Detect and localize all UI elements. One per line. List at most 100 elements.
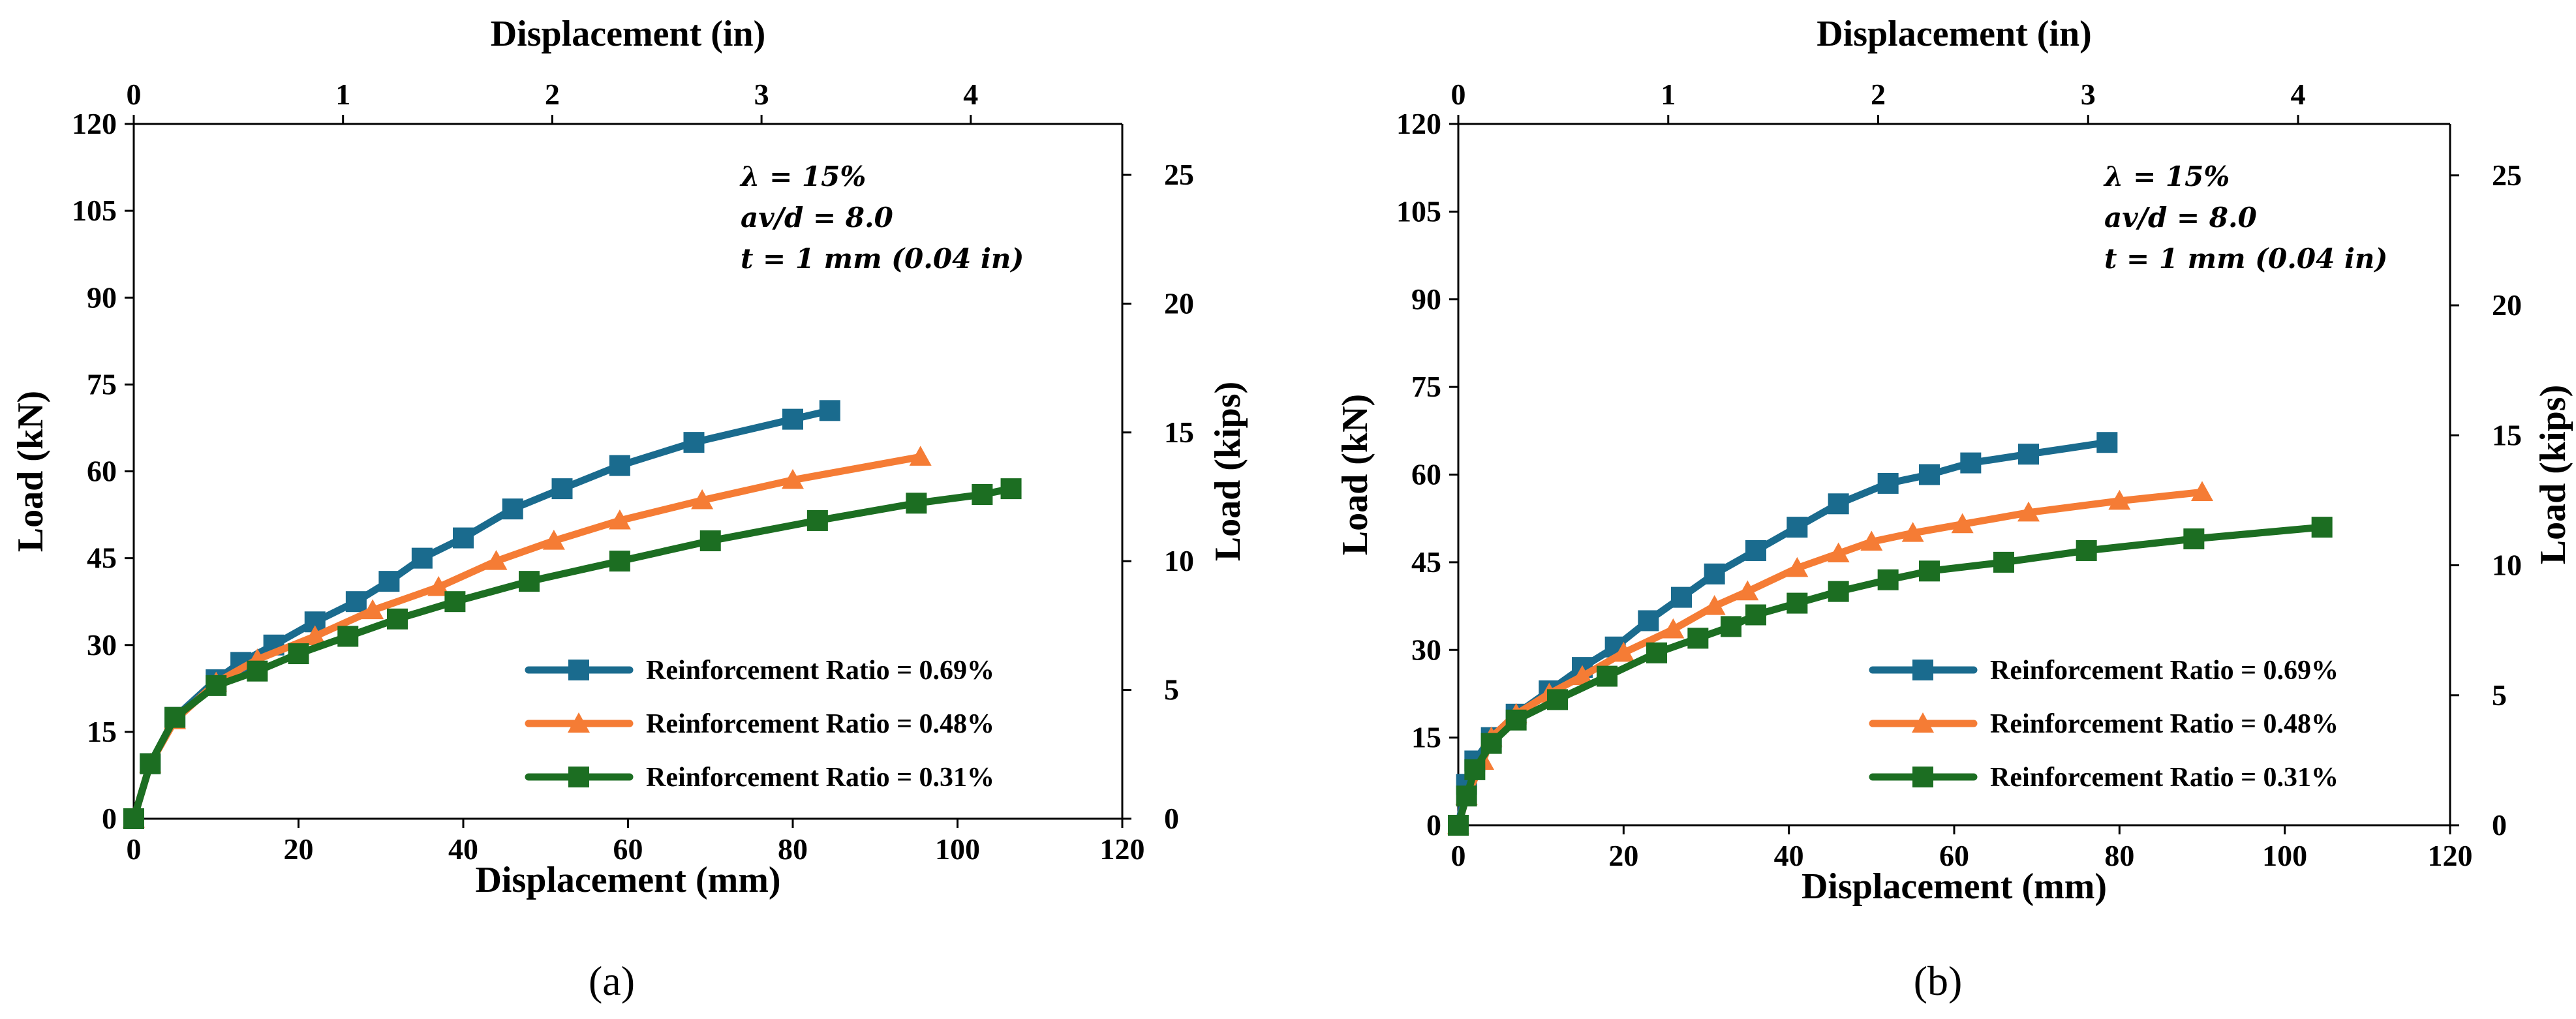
y2-tick-label: 15 <box>2492 418 2522 451</box>
data-point-marker <box>1704 563 1725 585</box>
data-point-marker <box>387 608 408 630</box>
data-point-marker <box>1612 641 1635 662</box>
y-tick-label: 105 <box>72 194 117 227</box>
legend-label: Reinforcement Ratio = 0.69% <box>1990 656 2338 686</box>
annotation-lambda: λ = 15% <box>739 160 866 192</box>
y-axis-label: Load (kN) <box>1335 394 1375 555</box>
parameter-annotation: λ = 15% av/d = 8.0 t = 1 mm (0.04 in) <box>739 160 1024 275</box>
data-point-marker <box>303 625 326 646</box>
legend-label: Reinforcement Ratio = 0.31% <box>646 763 994 793</box>
x-tick-label: 0 <box>1451 839 1466 872</box>
data-point-marker <box>1721 616 1741 637</box>
x-tick-label: 40 <box>448 832 478 866</box>
data-point-marker <box>782 468 804 489</box>
annotation-thickness: t = 1 mm (0.04 in) <box>2104 243 2387 275</box>
data-point-marker <box>782 408 803 430</box>
data-point-marker <box>1505 709 1527 731</box>
data-point-marker <box>819 400 840 421</box>
data-point-marker <box>1480 733 1502 754</box>
legend: Reinforcement Ratio = 0.69% Reinforcement… <box>1869 656 2338 793</box>
y-tick-label: 45 <box>87 541 117 575</box>
x-tick-label: 80 <box>778 832 808 866</box>
legend-label: Reinforcement Ratio = 0.31% <box>1990 763 2338 793</box>
data-point-marker <box>691 489 714 509</box>
data-point-marker <box>609 551 630 572</box>
legend-swatch-marker <box>1912 712 1934 733</box>
data-point-marker <box>2096 432 2118 453</box>
data-point-marker <box>453 527 474 549</box>
y2-tick-label: 0 <box>2492 808 2507 842</box>
y-tick-label: 105 <box>1396 194 1441 228</box>
x-tick-label: 60 <box>613 832 643 866</box>
legend-label: Reinforcement Ratio = 0.48% <box>1990 709 2338 739</box>
y-tick-label: 30 <box>87 628 117 662</box>
data-point-marker <box>1000 478 1022 500</box>
x2-tick-label: 0 <box>1451 78 1466 111</box>
x-tick-label: 40 <box>1774 839 1804 872</box>
data-point-marker <box>1786 556 1809 577</box>
data-point-marker <box>1646 642 1667 663</box>
data-point-marker <box>1671 586 1692 608</box>
data-point-marker <box>1745 604 1766 626</box>
data-point-marker <box>164 707 186 728</box>
annotation-av-d: av/d = 8.0 <box>741 202 893 234</box>
data-point-marker <box>1786 592 1808 614</box>
x2-axis-label: Displacement (in) <box>1817 14 2092 54</box>
x2-axis-label: Displacement (in) <box>491 14 766 54</box>
x-tick-label: 100 <box>2262 839 2307 872</box>
series-line <box>130 406 834 823</box>
y2-tick-label: 20 <box>1164 286 1194 320</box>
x2-tick-label: 2 <box>1871 78 1886 111</box>
legend-label: Reinforcement Ratio = 0.48% <box>646 709 994 739</box>
data-point-marker <box>906 493 927 514</box>
data-point-marker <box>1638 610 1659 631</box>
x-tick-label: 20 <box>1608 839 1638 872</box>
x-tick-label: 100 <box>935 832 980 866</box>
y2-tick-label: 25 <box>1164 158 1194 191</box>
data-point-marker <box>1860 530 1883 551</box>
data-point-marker <box>519 571 540 592</box>
data-point-marker <box>345 591 367 613</box>
y-tick-label: 45 <box>1411 545 1441 579</box>
annotation-lambda: λ = 15% <box>2103 160 2230 192</box>
parameter-annotation: λ = 15% av/d = 8.0 t = 1 mm (0.04 in) <box>2103 160 2387 275</box>
y2-tick-label: 0 <box>1164 802 1179 835</box>
data-point-marker <box>2018 444 2039 465</box>
y-tick-label: 60 <box>87 455 117 488</box>
x2-tick-label: 4 <box>2291 78 2306 111</box>
data-point-marker <box>2311 517 2333 538</box>
x-axis-label: Displacement (mm) <box>1802 866 2107 907</box>
x-tick-label: 0 <box>127 832 142 866</box>
data-point-marker <box>378 571 400 592</box>
x-tick-label: 120 <box>1100 832 1145 866</box>
series-line <box>130 485 1015 823</box>
data-point-marker <box>2108 489 2131 510</box>
y2-tick-label: 20 <box>2492 288 2522 322</box>
data-point-marker <box>1828 493 1849 515</box>
data-point-marker <box>1571 665 1593 686</box>
panel-label: (b) <box>1914 958 1963 1004</box>
y-tick-label: 120 <box>72 107 117 140</box>
data-point-marker <box>1827 542 1850 563</box>
data-point-marker <box>288 643 309 665</box>
y2-tick-label: 10 <box>1164 544 1194 577</box>
y2-tick-label: 10 <box>2492 549 2522 582</box>
data-point-marker <box>1901 522 1924 542</box>
data-point-marker <box>1919 464 1940 485</box>
y2-tick-label: 15 <box>1164 416 1194 449</box>
data-point-marker <box>1877 569 1899 590</box>
data-point-marker <box>608 509 631 530</box>
data-point-marker <box>206 675 227 696</box>
legend-swatch-marker <box>568 767 589 787</box>
y-tick-label: 75 <box>87 367 117 401</box>
data-point-marker <box>1448 815 1469 836</box>
data-point-marker <box>1828 581 1849 602</box>
panel-label: (a) <box>589 958 635 1004</box>
x2-tick-label: 1 <box>1661 78 1676 111</box>
data-point-marker <box>123 808 144 829</box>
y-tick-label: 0 <box>102 802 117 835</box>
x2-tick-label: 3 <box>2081 78 2096 111</box>
data-point-marker <box>1877 472 1899 494</box>
